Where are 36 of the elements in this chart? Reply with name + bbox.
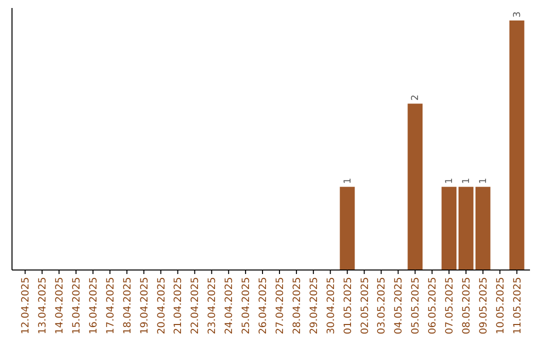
x-tick-label: 19.04.2025 <box>139 277 150 334</box>
data-label: 1 <box>460 178 472 184</box>
data-label: 3 <box>512 11 523 18</box>
data-label: 1 <box>444 178 456 184</box>
x-tick-label: 26.04.2025 <box>258 277 270 334</box>
x-tick-label: 30.04.2025 <box>326 277 337 334</box>
x-tick-label: 11.05.2025 <box>512 277 524 334</box>
data-label: 1 <box>478 178 489 184</box>
x-tick-label: 01.05.2025 <box>342 277 354 334</box>
x-tick-label: 22.04.2025 <box>190 277 202 334</box>
x-tick-label: 28.04.2025 <box>292 277 303 334</box>
x-tick-label: 15.04.2025 <box>72 277 83 334</box>
x-tick-label: 09.05.2025 <box>478 277 490 334</box>
x-tick-label: 20.04.2025 <box>156 277 168 334</box>
x-tick-label: 24.04.2025 <box>224 277 236 334</box>
x-tick-label: 04.05.2025 <box>394 277 405 334</box>
x-tick-label: 06.05.2025 <box>428 277 439 334</box>
x-tick-label: 23.04.2025 <box>207 277 218 334</box>
x-tick-label: 17.04.2025 <box>105 277 116 334</box>
x-tick-label: 25.04.2025 <box>241 277 252 334</box>
x-tick-label: 13.04.2025 <box>38 277 49 334</box>
x-tick-label: 02.05.2025 <box>360 277 371 334</box>
x-tick-label: 07.05.2025 <box>444 277 456 334</box>
x-tick-label: 10.05.2025 <box>495 277 506 334</box>
x-tick-label: 27.04.2025 <box>274 277 286 334</box>
x-tick-label: 29.04.2025 <box>308 277 320 334</box>
data-label: 2 <box>410 94 422 101</box>
x-tick-label: 16.04.2025 <box>88 277 100 334</box>
x-tick-label: 21.04.2025 <box>173 277 184 334</box>
x-tick-label: 18.04.2025 <box>122 277 134 334</box>
x-tick-label: 12.04.2025 <box>20 277 32 334</box>
x-tick-label: 08.05.2025 <box>461 277 472 334</box>
data-label: 1 <box>342 178 354 184</box>
x-tick-label: 03.05.2025 <box>376 277 388 334</box>
x-tick-label: 14.04.2025 <box>54 277 66 334</box>
x-tick-label: 05.05.2025 <box>410 277 422 334</box>
